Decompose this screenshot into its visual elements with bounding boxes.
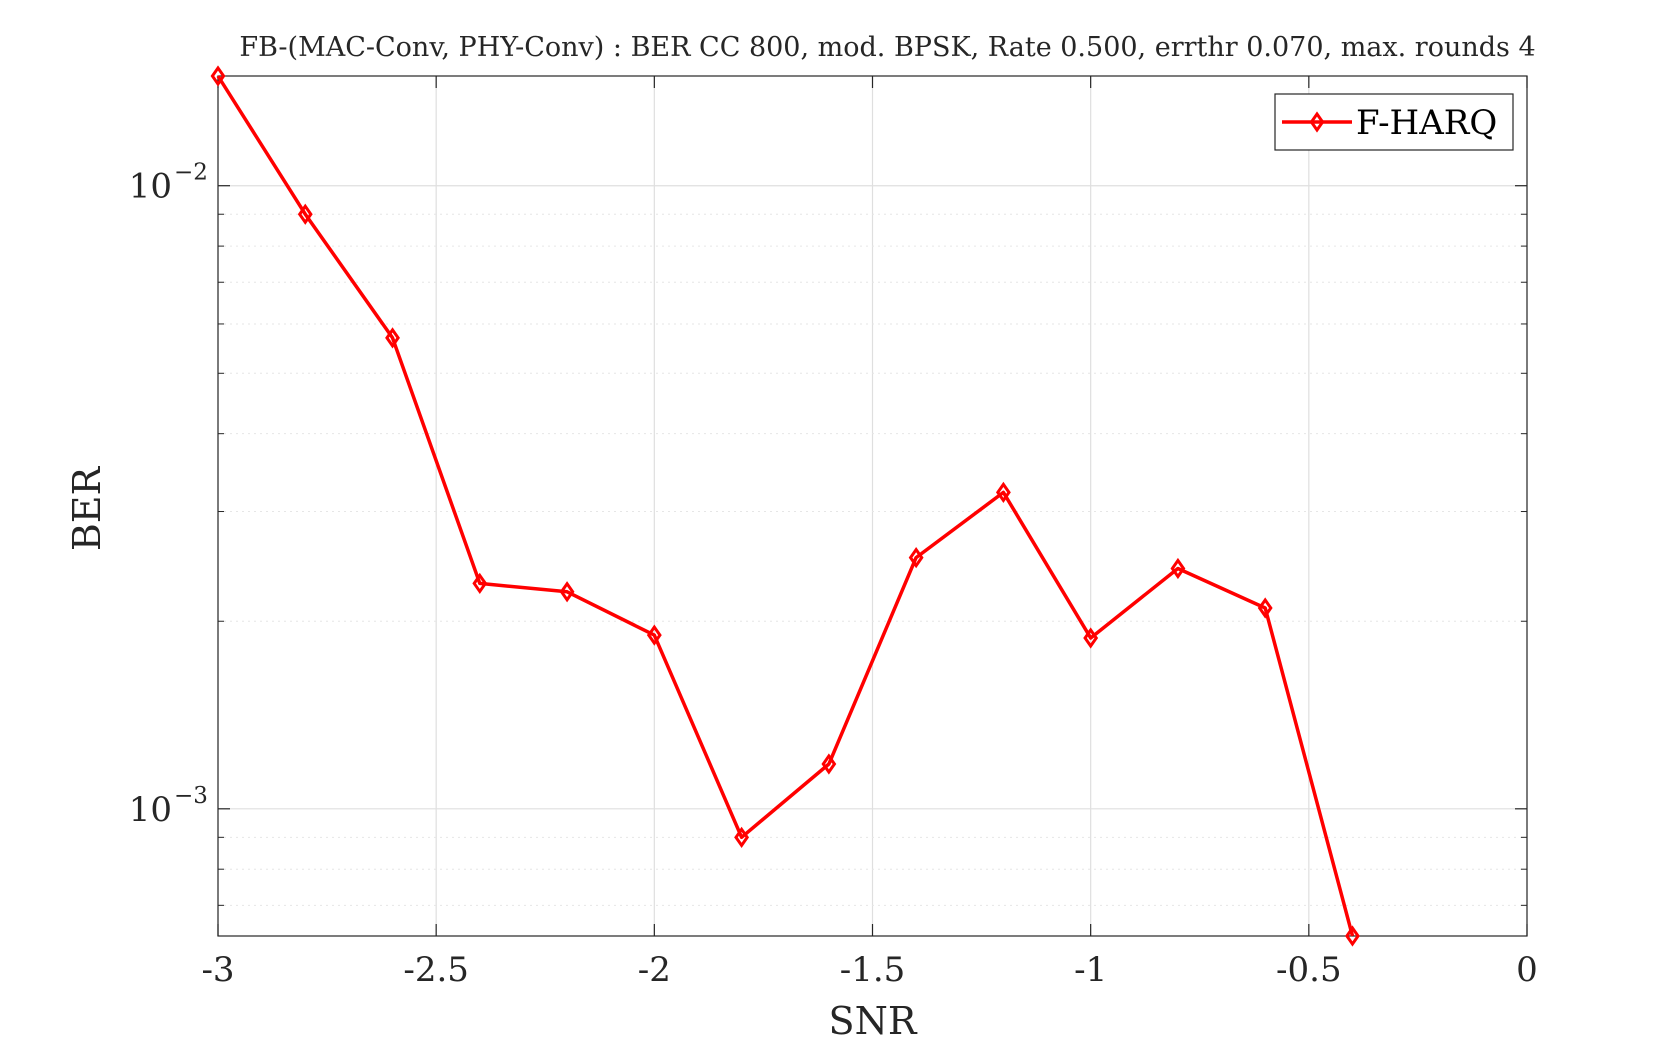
x-tick-label: -2 [638,950,671,990]
x-tick-label: -1.5 [840,950,906,990]
data-point-diamond-marker [908,547,924,569]
y-tick-label-base: 10 [129,167,172,207]
y-tick-label-exponent: −3 [174,783,208,809]
data-point-diamond-marker [1170,557,1186,580]
y-tick-label-base: 10 [129,790,172,830]
data-point-diamond-marker [821,753,837,775]
legend-entry-label: F-HARQ [1356,103,1497,143]
x-axis-label: SNR [829,999,918,1042]
chart-title: FB-(MAC-Conv, PHY-Conv) : BER CC 800, mo… [239,32,1535,63]
data-point-diamond-marker [646,624,662,646]
data-point-diamond-marker [1083,627,1099,649]
grid-lines [217,76,1528,936]
data-point-diamond-marker [559,581,575,603]
x-tick-label: -0.5 [1276,950,1342,990]
data-point-diamond-marker [472,572,488,595]
data-point-diamond-marker [734,826,750,848]
data-point-diamond-marker [385,327,400,349]
data-point-diamond-marker [995,481,1011,503]
x-tick-label: -2.5 [403,950,469,990]
y-tick-label-exponent: −2 [174,160,208,186]
x-tick-label: -1 [1074,950,1107,990]
tick-marks [217,76,1528,936]
legend-diamond-marker-icon [1309,111,1325,133]
x-tick-label: -3 [201,950,234,990]
data-point-diamond-marker [297,203,313,225]
data-point-diamond-marker [1257,597,1273,619]
series-layer [210,65,1360,947]
series-line-f-harq [216,75,1355,937]
y-axis-label: BER [65,465,109,551]
data-point-diamond-marker [1345,925,1360,947]
legend: F-HARQ [1274,93,1514,151]
x-tick-label: 0 [1516,950,1538,990]
y-tick-labels: 10−210−3 [129,160,208,830]
data-point-diamond-marker [210,65,226,87]
x-tick-labels: -3 -2.5 -2 -1.5 -1 -0.5 0 [201,950,1537,990]
